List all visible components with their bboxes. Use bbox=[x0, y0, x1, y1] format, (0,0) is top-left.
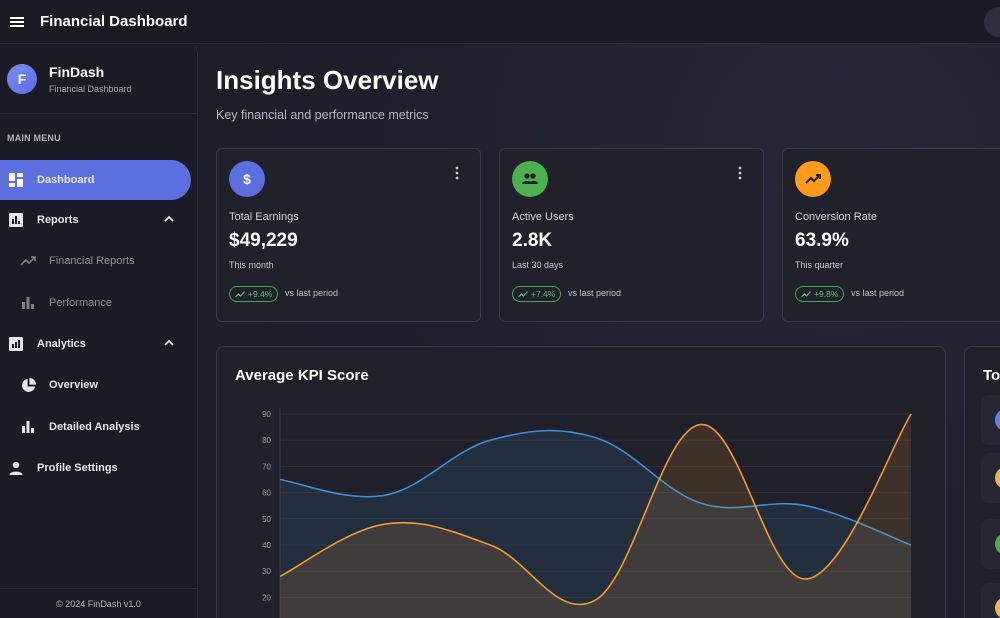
more-vert-icon[interactable] bbox=[454, 166, 460, 180]
sidebar-item-performance[interactable]: Performance bbox=[0, 282, 197, 324]
sidebar-item-label: Performance bbox=[49, 297, 112, 309]
y-tick-label: 80 bbox=[262, 436, 271, 445]
sidebar-item-label: Detailed Analysis bbox=[49, 421, 140, 433]
page-title: Insights Overview bbox=[216, 65, 439, 95]
change-value: +9.8% bbox=[814, 289, 839, 299]
sidebar-item-label: Profile Settings bbox=[37, 462, 118, 474]
pie-chart-icon bbox=[20, 377, 36, 393]
dashboard-icon bbox=[8, 172, 24, 188]
sidebar-item-analytics[interactable]: Analytics bbox=[0, 324, 197, 364]
side-panel-title: Top bbox=[983, 367, 1000, 384]
analytics-icon bbox=[8, 336, 24, 352]
sidebar-footer: © 2024 FinDash v1.0 bbox=[0, 588, 197, 618]
app-title: Financial Dashboard bbox=[40, 13, 188, 30]
chart-title: Average KPI Score bbox=[235, 367, 369, 384]
brand-subtitle: Financial Dashboard bbox=[49, 83, 132, 94]
sidebar-item-label: Reports bbox=[37, 214, 79, 226]
top-list-card: Top bbox=[964, 346, 1000, 618]
chevron-up-icon[interactable] bbox=[163, 337, 175, 349]
y-tick-label: 30 bbox=[262, 567, 271, 576]
avatar bbox=[995, 597, 1000, 618]
change-value: +9.4% bbox=[248, 289, 273, 299]
trending-up-icon bbox=[795, 161, 831, 197]
sidebar-item-label: Analytics bbox=[37, 338, 86, 350]
avatar bbox=[995, 409, 1000, 431]
kpi-line-chart: 90 80 70 60 50 40 30 20 bbox=[262, 408, 912, 618]
avatar bbox=[995, 533, 1000, 555]
sidebar-item-financial-reports[interactable]: Financial Reports bbox=[0, 240, 197, 282]
change-caption: vs last period bbox=[285, 288, 339, 298]
sidebar-item-overview[interactable]: Overview bbox=[0, 364, 197, 406]
sidebar-item-dashboard[interactable]: Dashboard bbox=[0, 160, 191, 200]
chevron-up-icon[interactable] bbox=[163, 213, 175, 225]
stat-value: 63.9% bbox=[795, 230, 849, 251]
stat-period: This month bbox=[229, 260, 274, 270]
series-area bbox=[280, 414, 911, 618]
y-tick-label: 50 bbox=[262, 515, 271, 524]
stat-card-active-users: Active Users 2.8K Last 30 days +7.4% vs … bbox=[499, 148, 764, 322]
stat-card-total-earnings: $ Total Earnings $49,229 This month +9.4… bbox=[216, 148, 481, 322]
stat-label: Total Earnings bbox=[229, 211, 299, 223]
brand-avatar: F bbox=[7, 63, 37, 94]
hamburger-menu-icon[interactable] bbox=[3, 8, 31, 36]
top-app-bar: Financial Dashboard bbox=[0, 0, 1000, 44]
stat-label: Conversion Rate bbox=[795, 211, 877, 223]
kpi-chart-card: Average KPI Score 90 80 70 60 50 40 30 20 bbox=[216, 346, 946, 618]
avatar bbox=[995, 467, 1000, 489]
sidebar-item-label: Dashboard bbox=[37, 174, 95, 186]
y-tick-label: 70 bbox=[262, 462, 271, 471]
sidebar-item-reports[interactable]: Reports bbox=[0, 200, 197, 240]
main-content: Insights Overview Key financial and perf… bbox=[198, 44, 1000, 618]
trending-up-icon bbox=[518, 291, 528, 298]
change-badge: +9.4% bbox=[229, 286, 279, 302]
bar-chart-icon bbox=[20, 419, 36, 435]
person-icon bbox=[8, 460, 24, 476]
sidebar-nav: Dashboard Reports Financial Reports Perf… bbox=[0, 160, 197, 488]
more-vert-icon[interactable] bbox=[737, 166, 743, 180]
stat-value: $49,229 bbox=[229, 230, 298, 251]
change-caption: vs last period bbox=[568, 288, 622, 298]
sidebar-item-label: Financial Reports bbox=[49, 255, 135, 267]
stat-card-conversion-rate: Conversion Rate 63.9% This quarter +9.8%… bbox=[782, 148, 1000, 322]
y-tick-label: 40 bbox=[262, 541, 271, 550]
y-tick-label: 60 bbox=[262, 489, 271, 498]
series-line bbox=[279, 413, 912, 606]
svg-text:$: $ bbox=[243, 171, 251, 187]
sidebar-item-label: Overview bbox=[49, 379, 98, 391]
bar-chart-icon bbox=[20, 295, 36, 311]
list-item[interactable] bbox=[981, 583, 1000, 618]
brand-name: FinDash bbox=[49, 63, 105, 80]
stat-period: This quarter bbox=[795, 260, 844, 270]
change-value: +7.4% bbox=[531, 289, 556, 299]
trending-up-icon bbox=[235, 291, 245, 298]
y-tick-label: 20 bbox=[262, 593, 271, 602]
sidebar-item-profile-settings[interactable]: Profile Settings bbox=[0, 448, 197, 488]
change-badge: +9.8% bbox=[795, 286, 845, 302]
sidebar: F FinDash Financial Dashboard MAIN MENU … bbox=[0, 44, 198, 618]
stat-value: 2.8K bbox=[512, 230, 553, 251]
dollar-icon: $ bbox=[229, 161, 265, 197]
sidebar-item-detailed-analysis[interactable]: Detailed Analysis bbox=[0, 406, 197, 448]
brand-header: F FinDash Financial Dashboard bbox=[0, 44, 197, 114]
list-item[interactable] bbox=[981, 395, 1000, 445]
y-tick-label: 90 bbox=[262, 410, 271, 419]
list-item[interactable] bbox=[981, 519, 1000, 569]
stat-label: Active Users bbox=[512, 211, 574, 223]
user-avatar[interactable] bbox=[984, 7, 1000, 37]
stat-period: Last 30 days bbox=[512, 260, 564, 270]
trending-up-icon bbox=[801, 291, 811, 298]
series-area bbox=[280, 430, 911, 618]
report-icon bbox=[8, 212, 24, 228]
change-badge: +7.4% bbox=[512, 286, 562, 302]
users-icon bbox=[512, 161, 548, 197]
change-caption: vs last period bbox=[851, 288, 905, 298]
menu-section-label: MAIN MENU bbox=[7, 133, 61, 143]
list-item[interactable] bbox=[981, 453, 1000, 503]
page-subtitle: Key financial and performance metrics bbox=[216, 108, 429, 122]
trending-icon bbox=[20, 253, 36, 269]
